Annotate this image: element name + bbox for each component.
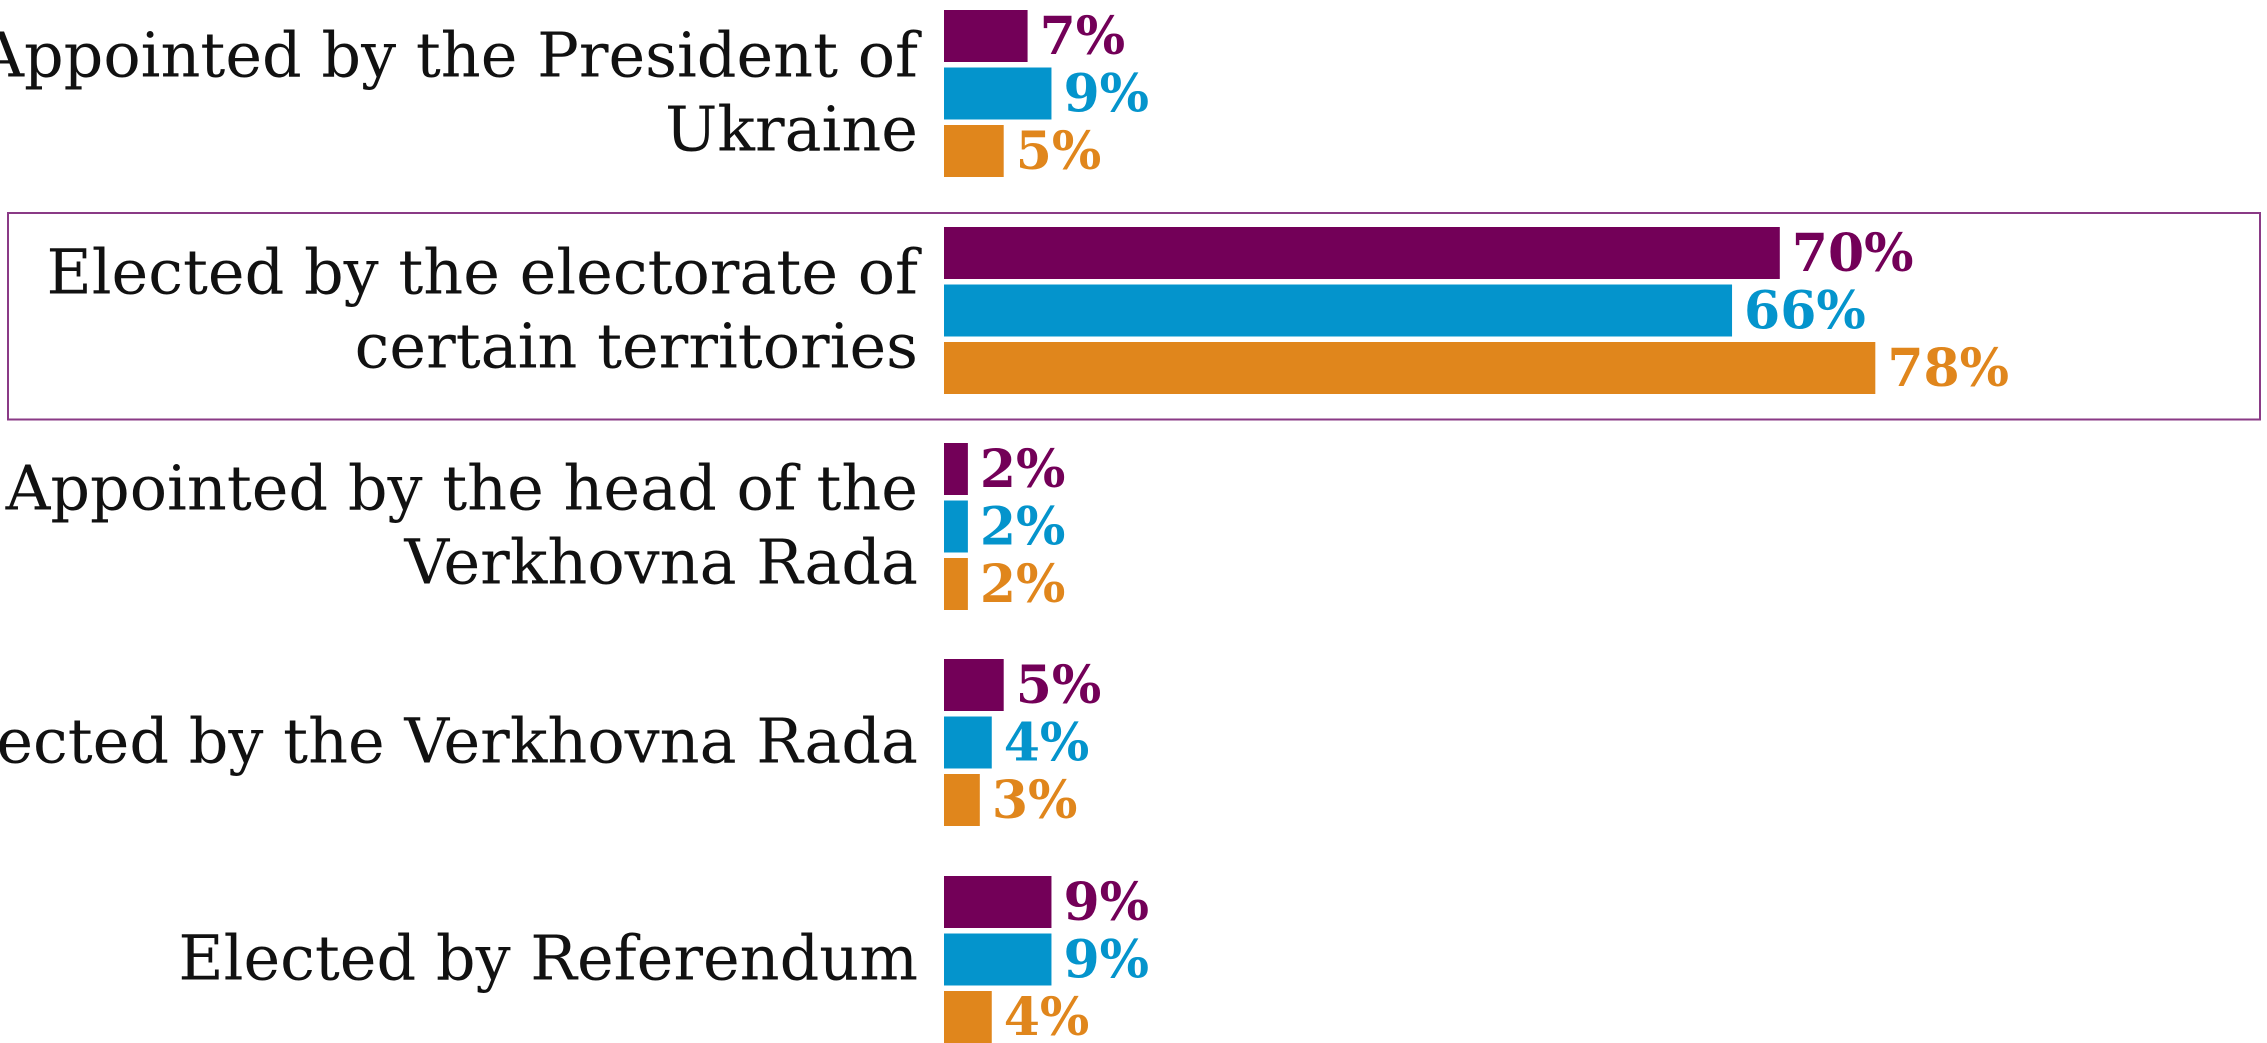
value-label: 2% bbox=[980, 497, 1066, 558]
value-label: 4% bbox=[1004, 987, 1090, 1043]
value-label: 70% bbox=[1792, 223, 1914, 284]
bar bbox=[944, 991, 992, 1043]
bar bbox=[944, 774, 980, 826]
category-label: Appointed by the President of bbox=[0, 19, 922, 92]
category-label: certain territories bbox=[355, 310, 918, 383]
category-label: Appointed by the head of the bbox=[5, 452, 918, 525]
bar bbox=[944, 659, 1004, 711]
category-label: Elected by the Verkhovna Rada bbox=[0, 705, 918, 778]
category-label: Elected by Referendum bbox=[178, 922, 918, 995]
category-label: Verkhovna Rada bbox=[403, 526, 918, 599]
value-label: 2% bbox=[980, 439, 1066, 500]
bar bbox=[944, 342, 1876, 394]
value-label: 3% bbox=[992, 770, 1078, 831]
value-label: 9% bbox=[1063, 930, 1149, 991]
bar bbox=[944, 500, 968, 553]
bar bbox=[944, 284, 1733, 337]
bar bbox=[944, 716, 992, 769]
bar bbox=[944, 933, 1052, 986]
value-label: 9% bbox=[1063, 64, 1149, 125]
value-label: 2% bbox=[980, 554, 1066, 615]
value-label: 5% bbox=[1016, 655, 1102, 716]
value-label: 66% bbox=[1744, 281, 1866, 342]
highlight-box bbox=[7, 212, 2261, 421]
category-label: Ukraine bbox=[665, 93, 918, 166]
value-label: 9% bbox=[1063, 872, 1149, 933]
bar bbox=[944, 67, 1052, 120]
bar bbox=[944, 443, 968, 495]
bar bbox=[944, 558, 968, 610]
bar bbox=[944, 227, 1780, 279]
bar bbox=[944, 876, 1052, 928]
value-label: 4% bbox=[1004, 713, 1090, 774]
value-label: 78% bbox=[1887, 338, 2009, 399]
category-label: Elected by the electorate of bbox=[46, 236, 922, 309]
value-label: 5% bbox=[1016, 121, 1102, 182]
value-label: 7% bbox=[1040, 6, 1126, 67]
bar bbox=[944, 10, 1028, 62]
bar bbox=[944, 125, 1004, 177]
